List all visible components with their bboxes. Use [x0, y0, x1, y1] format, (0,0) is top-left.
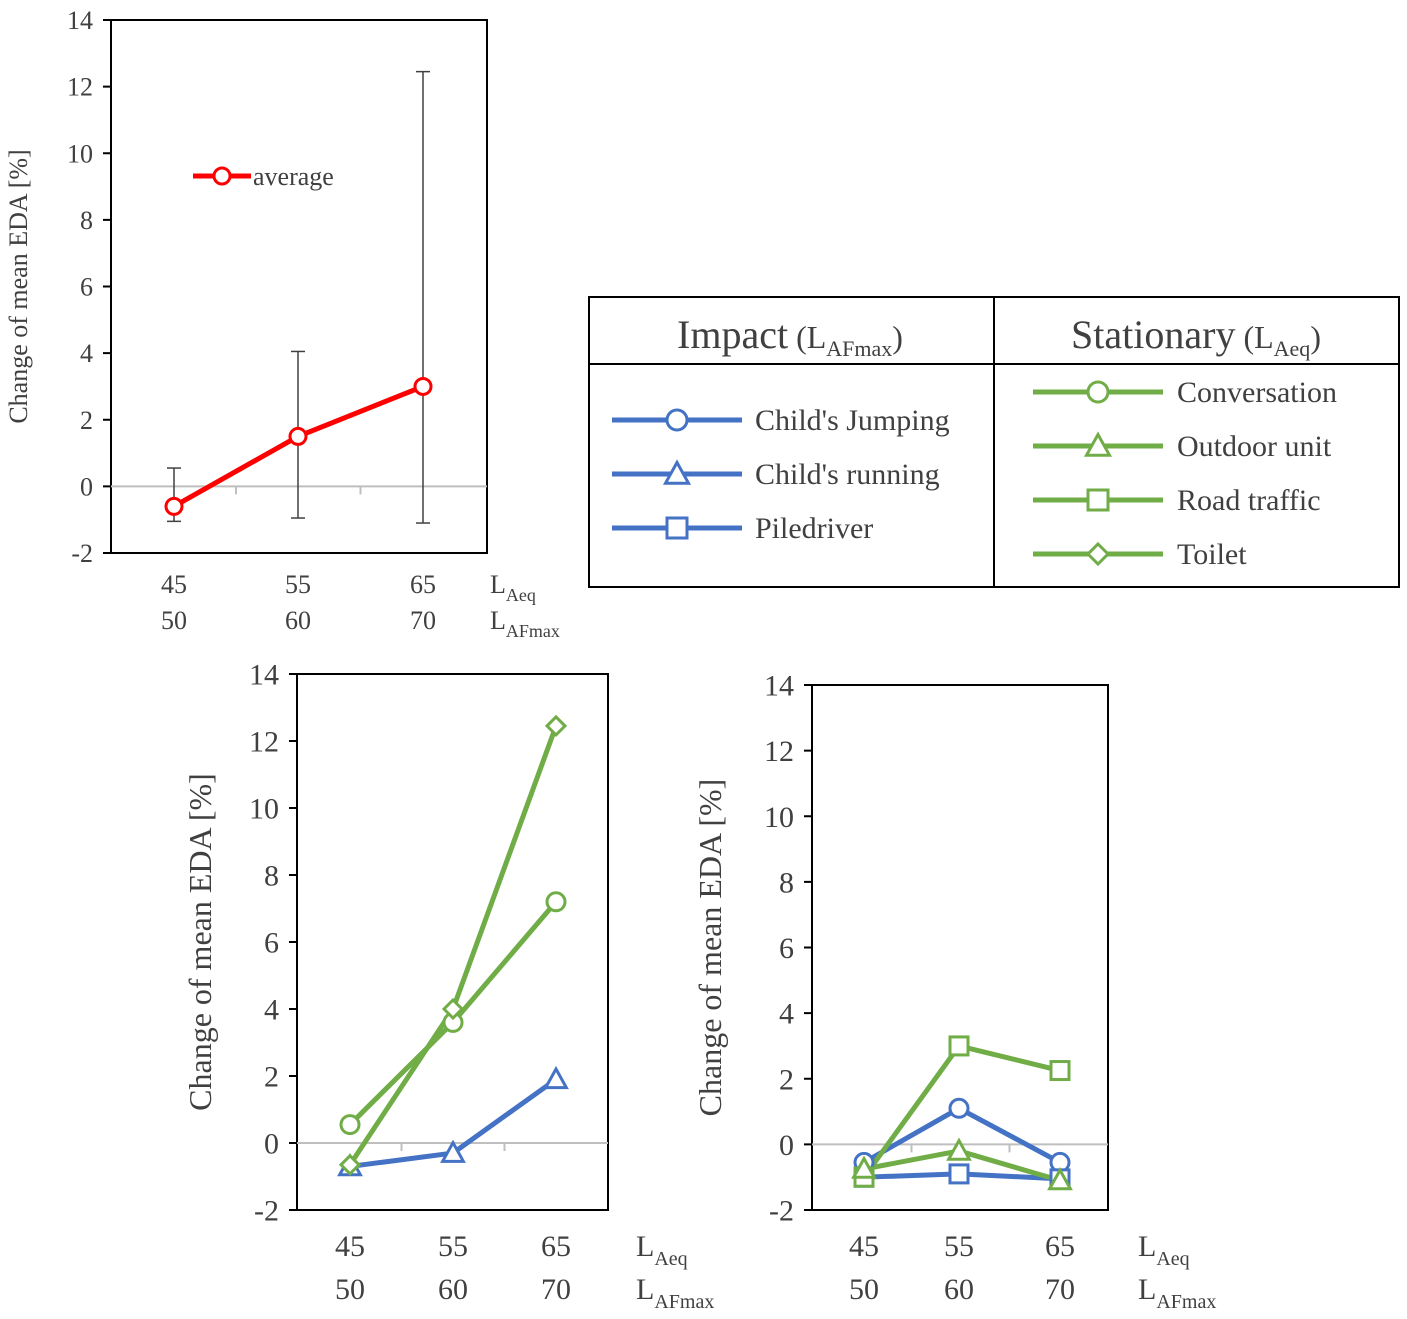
- x-tick-label-lafmax: 50: [161, 606, 187, 635]
- legend-marker-conversation: [1086, 380, 1110, 404]
- x-tick-label-lafmax: 50: [849, 1273, 879, 1306]
- y-tick-label: 4: [80, 339, 93, 368]
- point-piledriver: [948, 1163, 970, 1185]
- impact-header: Impact (LAFmax): [677, 312, 903, 361]
- point-child-s-running: [440, 1139, 466, 1163]
- y-tick-label: 2: [779, 1063, 794, 1096]
- legend-label-average: average: [253, 162, 334, 191]
- legend-marker-child-s-jumping: [665, 408, 689, 432]
- point-average: [164, 496, 184, 516]
- y-tick-label: 10: [249, 793, 279, 826]
- point-conversation: [545, 891, 567, 913]
- point-conversation: [339, 1114, 361, 1136]
- y-tick-label: 10: [764, 801, 794, 834]
- y-tick-label: 14: [764, 670, 794, 703]
- x-axis-label-laeq: LAeq: [1138, 1230, 1190, 1270]
- y-tick-label: 6: [80, 273, 93, 302]
- x-axis-label-lafmax: LAFmax: [1138, 1273, 1216, 1313]
- x-axis-label-lafmax: LAFmax: [636, 1273, 714, 1313]
- chart-average: -2 0 2 4 6 8 10 12 14 Change of mean EDA [%] 45 50 5…: [4, 6, 560, 641]
- point-child-s-jumping: [948, 1097, 970, 1119]
- y-tick-label: 12: [67, 73, 93, 102]
- x-tick-label-lafmax: 60: [438, 1273, 468, 1306]
- legend-label-child-s-jumping: Child's Jumping: [755, 404, 950, 437]
- legend-impact-items: Child's Jumping Child's running Piledriver: [612, 404, 950, 545]
- legend-label-outdoor-unit: Outdoor unit: [1177, 430, 1332, 463]
- legend-marker-toilet: [1085, 541, 1111, 567]
- point-average: [413, 376, 433, 396]
- plot-frame: [811, 684, 1109, 1211]
- x-tick-label-lafmax: 60: [285, 606, 311, 635]
- y-tick-label: -2: [71, 539, 93, 568]
- legend-marker-piledriver: [665, 516, 689, 540]
- x-tick-label-laeq: 55: [285, 570, 311, 599]
- legend-label-conversation: Conversation: [1177, 376, 1337, 409]
- y-tick-label: 8: [80, 206, 93, 235]
- point-toilet: [338, 1153, 362, 1176]
- y-tick-label: 2: [80, 406, 93, 435]
- y-axis-label: Change of mean EDA [%]: [4, 149, 33, 423]
- y-tick-label: 0: [80, 472, 93, 501]
- y-axis-label: Change of mean EDA [%]: [182, 773, 218, 1111]
- point-child-s-running: [543, 1065, 569, 1090]
- point-toilet: [544, 714, 568, 738]
- y-tick-label: -2: [254, 1195, 279, 1228]
- chart-group-b: -2 0 2 4 6 8 10 12 14 Change of mean EDA [%] 45 50 5…: [692, 670, 1216, 1314]
- legend-marker-road-traffic: [1086, 488, 1110, 512]
- legend-marker-outdoor-unit: [1083, 431, 1113, 457]
- point-average: [288, 426, 308, 446]
- legend-marker-average: [212, 166, 232, 186]
- x-axis-label-laeq: LAeq: [636, 1230, 688, 1270]
- y-tick-label: 8: [264, 860, 279, 893]
- y-axis-label: Change of mean EDA [%]: [692, 779, 728, 1117]
- x-tick-label-lafmax: 70: [410, 606, 436, 635]
- y-tick-label: 12: [764, 735, 794, 768]
- point-toilet: [441, 997, 465, 1021]
- x-axis-label-laeq: LAeq: [490, 570, 536, 605]
- x-tick-label-lafmax: 50: [335, 1273, 365, 1306]
- x-tick-label-laeq: 55: [438, 1230, 468, 1263]
- y-tick-label: 8: [779, 866, 794, 899]
- legend-label-piledriver: Piledriver: [755, 512, 873, 545]
- y-tick-label: -2: [769, 1195, 794, 1228]
- point-road-traffic: [948, 1035, 970, 1057]
- x-tick-label-laeq: 55: [944, 1230, 974, 1263]
- chart-group-a: -2 0 2 4 6 8 10 12 14 Change of mean EDA [%] 45 50 5…: [182, 659, 714, 1314]
- y-tick-label: 14: [67, 6, 93, 35]
- stationary-header: Stationary (LAeq): [1071, 312, 1321, 361]
- point-outdoor-unit: [946, 1137, 972, 1161]
- y-tick-label: 6: [779, 932, 794, 965]
- legend-label-child-s-running: Child's running: [755, 458, 940, 491]
- point-outdoor-unit: [851, 1155, 877, 1179]
- x-tick-label-laeq: 65: [1045, 1230, 1075, 1263]
- plot-frame: [110, 19, 488, 554]
- y-tick-label: 12: [249, 726, 279, 759]
- x-tick-label-laeq: 45: [849, 1230, 879, 1263]
- legend-table: Impact (LAFmax) Stationary (LAeq) Child's …: [588, 296, 1400, 588]
- x-tick-label-laeq: 65: [541, 1230, 571, 1263]
- x-tick-label-lafmax: 70: [1045, 1273, 1075, 1306]
- legend-stationary-items: Conversation Outdoor unit Road traffic Toil…: [1033, 376, 1337, 571]
- legend-marker-child-s-running: [662, 459, 692, 485]
- y-tick-label: 0: [779, 1129, 794, 1162]
- y-tick-label: 10: [67, 139, 93, 168]
- y-tick-label: 6: [264, 927, 279, 960]
- y-tick-label: 0: [264, 1128, 279, 1161]
- point-outdoor-unit: [1047, 1167, 1073, 1191]
- x-tick-label-lafmax: 60: [944, 1273, 974, 1306]
- x-tick-label-laeq: 45: [161, 570, 187, 599]
- y-tick-label: 2: [264, 1061, 279, 1094]
- x-axis-label-lafmax: LAFmax: [490, 606, 560, 641]
- legend-label-toilet: Toilet: [1177, 538, 1247, 571]
- y-tick-label: 4: [779, 998, 794, 1031]
- y-tick-label: 14: [249, 659, 279, 692]
- x-tick-label-laeq: 65: [410, 570, 436, 599]
- x-tick-label-laeq: 45: [335, 1230, 365, 1263]
- x-tick-label-lafmax: 70: [541, 1273, 571, 1306]
- point-road-traffic: [1049, 1060, 1071, 1082]
- y-tick-label: 4: [264, 994, 279, 1027]
- legend-label-road-traffic: Road traffic: [1177, 484, 1321, 517]
